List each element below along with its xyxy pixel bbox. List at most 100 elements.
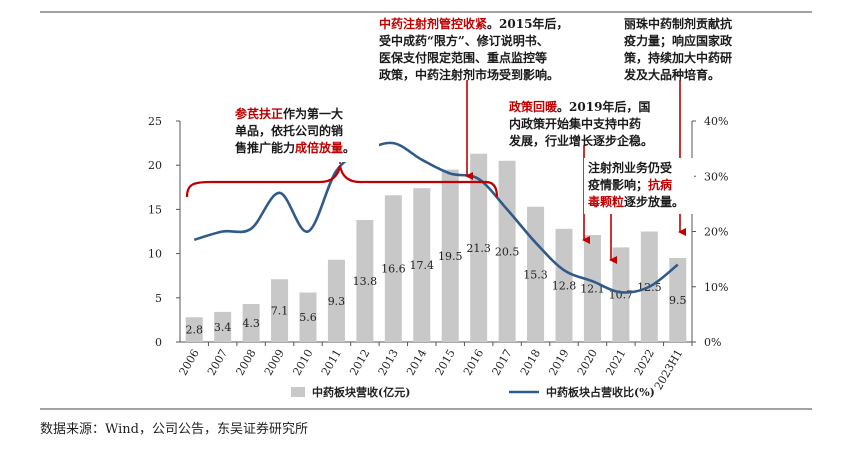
bar-data-label: 12.1 (580, 283, 605, 296)
annotation-text: 逐步放量。 (624, 194, 684, 209)
annotation-box (505, 97, 661, 146)
annotation-line: 发展，行业增长逐步企稳。 (508, 133, 653, 148)
annotation-text: 。 (343, 141, 355, 155)
annotation-line: 中药注射剂管控收紧。2015年后， (379, 16, 568, 31)
annotation-line: 毒颗粒逐步放量。 (588, 194, 684, 209)
annotation-text: 。2015年后， (487, 16, 568, 31)
annotation-line: 受中成药“限方”、修订说明书、 (379, 33, 549, 48)
period-brace (185, 165, 499, 198)
annotation-highlight: 参芪扶正 (235, 106, 283, 121)
right-tick-label: 30% (704, 170, 728, 183)
source-note: 数据来源：Wind，公司公告，东吴证券研究所 (40, 421, 308, 437)
annotation-line: 注射剂业务仍受 (588, 160, 672, 175)
annotation-line: 丽珠中药制剂贡献抗 (624, 16, 732, 31)
bar-data-label: 19.5 (438, 250, 463, 263)
annotation-text: 发及大品种培育。 (623, 67, 720, 82)
annotation-text: 策，持续加大中药研 (624, 50, 732, 65)
annotation-highlight: 中药注射剂管控收紧 (379, 16, 487, 31)
legend: 中药板块营收(亿元) 中药板块占营收比(%) (291, 385, 655, 399)
annotation-line: 政策回暖。2019年后，国 (509, 99, 650, 114)
annotation-box (231, 104, 379, 162)
annotation-box (620, 14, 748, 80)
x-tick-label: 2019 (546, 347, 571, 378)
bar-data-label: 17.4 (410, 259, 435, 272)
series-line-ratio (193, 141, 679, 294)
bar-2007 (214, 311, 232, 342)
x-tick-label: 2010 (290, 347, 315, 378)
annotation-text: 受中成药“限方”、修订说明书、 (379, 33, 549, 48)
left-tick-label: 25 (148, 115, 162, 128)
annotation-line: 参芪扶正作为第一大 (235, 106, 343, 121)
annotation-text: 售推广能力 (235, 140, 295, 155)
annotation-text: 疫力量；响应国家政 (624, 33, 733, 48)
x-tick-label: 2006 (177, 347, 202, 378)
annotation-line: 发及大品种培育。 (623, 67, 720, 82)
bar-2018 (527, 206, 545, 342)
right-tick-label: 0% (704, 336, 721, 349)
left-tick-label: 15 (148, 203, 162, 216)
bar-data-label: 2.8 (185, 324, 203, 337)
bar-data-label: 4.3 (242, 317, 260, 330)
x-tick-label: 2018 (518, 347, 543, 378)
right-tick-label: 40% (704, 115, 728, 128)
right-tick-label: 10% (704, 281, 728, 294)
annotation-text: 医保支付限定范围、重点监控等 (379, 50, 547, 65)
bar-data-label: 20.5 (495, 245, 520, 258)
left-tick-label: 10 (148, 248, 162, 261)
bar-data-label: 12.8 (552, 279, 577, 292)
bar-data-label: 15.3 (523, 268, 548, 281)
bar-2023H1 (669, 258, 687, 342)
annotation-highlight: 抗病 (648, 177, 672, 192)
left-tick-label: 0 (155, 336, 162, 349)
bar-data-label: 13.8 (353, 275, 378, 288)
bar-2013 (384, 195, 402, 342)
annotation-line: 内政策开始集中支持中药 (509, 116, 641, 131)
bar-2015 (441, 169, 459, 342)
annotation-text: 发展，行业增长逐步企稳。 (508, 133, 653, 148)
left-tick-label: 5 (155, 292, 162, 305)
annotation-text: 政策，中药注射剂市场受到影响。 (379, 67, 559, 82)
bar-2011 (327, 259, 345, 342)
bar-2006 (185, 317, 203, 342)
bar-data-label: 7.1 (271, 305, 289, 318)
annotation-text: 。2019年后，国 (557, 99, 650, 114)
x-tick-label: 2008 (233, 347, 258, 378)
annotation-highlight: 毒颗粒 (588, 194, 624, 209)
bar-data-label: 16.6 (381, 263, 406, 276)
x-tick-label: 2013 (376, 347, 401, 378)
x-tick-label: 2007 (205, 347, 230, 378)
annotation-text: 疫情影响； (588, 177, 648, 192)
bar-2008 (242, 303, 260, 342)
x-tick-label: 2022 (632, 347, 657, 378)
annotation-text: 注射剂业务仍受 (588, 160, 672, 175)
bar-data-label: 9.5 (669, 294, 687, 307)
bar-data-label: 9.3 (328, 295, 346, 308)
bar-2021 (612, 247, 630, 342)
x-tick-label: 2015 (433, 347, 458, 378)
bar-2016 (470, 153, 488, 342)
legend-label-revenue: 中药板块营收(亿元) (312, 385, 410, 399)
right-tick-label: 20% (704, 226, 728, 239)
annotation-line: 医保支付限定范围、重点监控等 (379, 50, 547, 65)
annotation-text: 单品，依托公司的销 (235, 123, 343, 138)
bar-2010 (299, 292, 317, 342)
annotation-text: 作为第一大 (283, 106, 343, 121)
x-tick-label: 2017 (489, 347, 514, 378)
bar-2014 (413, 188, 431, 342)
x-tick-label: 2011 (319, 347, 344, 378)
bar-2009 (271, 279, 289, 342)
bar-data-label: 3.4 (214, 321, 232, 334)
annotation-line: 疫情影响；抗病 (588, 177, 672, 192)
bar-data-label: 5.6 (299, 311, 317, 324)
annotation-line: 策，持续加大中药研 (624, 50, 732, 65)
x-tick-label: 2009 (262, 347, 287, 378)
annotation-line: 单品，依托公司的销 (235, 123, 343, 138)
legend-label-ratio: 中药板块占营收比(%) (546, 385, 655, 399)
annotation-text: 丽珠中药制剂贡献抗 (624, 16, 732, 31)
annotation-box (375, 14, 579, 80)
